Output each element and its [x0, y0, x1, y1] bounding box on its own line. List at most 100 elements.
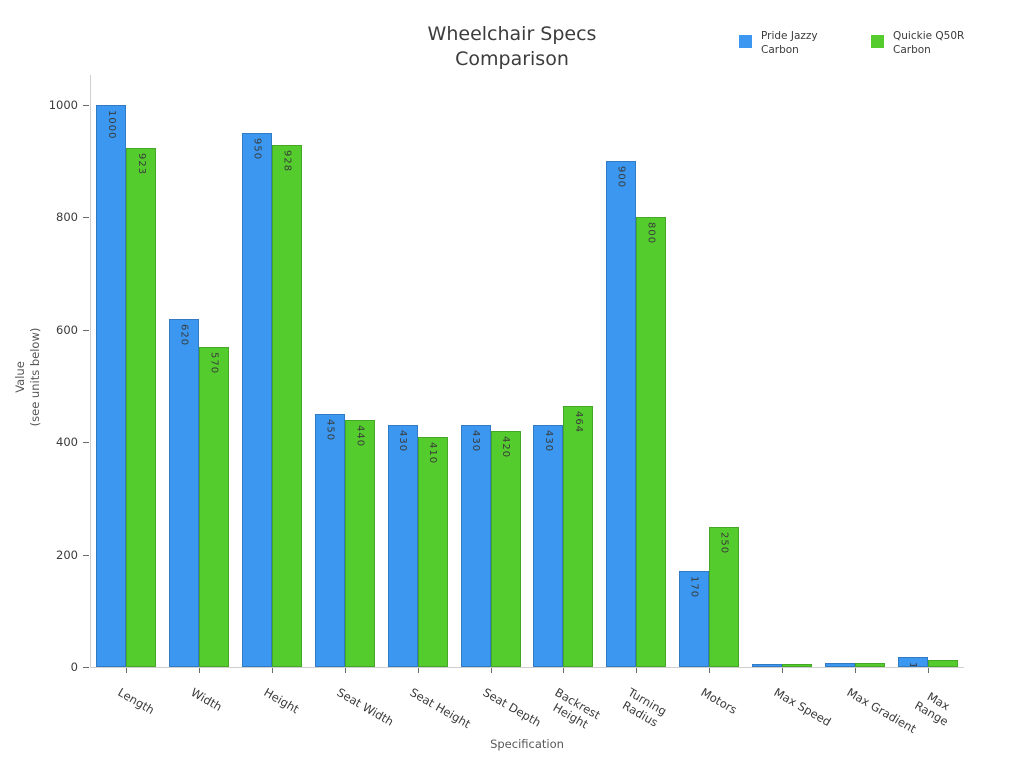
- y-tick-label: 0: [70, 660, 78, 674]
- bar: 6: [751, 663, 782, 667]
- y-tick-mark: [83, 667, 89, 668]
- x-tick-label: Max Speed: [771, 685, 834, 730]
- y-tick-mark: [83, 554, 89, 556]
- bar: 18: [897, 656, 928, 667]
- x-tick-label: Turning Radius: [620, 685, 670, 730]
- bar: 928: [272, 145, 303, 667]
- bar-group: 430 420: [454, 75, 527, 667]
- x-tick-mark: [927, 668, 929, 673]
- bar-group: 88: [818, 75, 891, 667]
- bar: 170: [679, 571, 710, 667]
- x-tick-mark: [636, 668, 638, 673]
- chart-title-line2: Comparison: [455, 48, 569, 70]
- y-tick-label: 600: [56, 322, 78, 337]
- bar: 8: [824, 662, 855, 667]
- legend-item: Pride Jazzy Carbon: [739, 30, 818, 57]
- bar-value-label: 900: [615, 166, 627, 189]
- y-tick-mark: [83, 329, 89, 331]
- legend-item-label: Pride Jazzy Carbon: [761, 30, 818, 56]
- x-tick-mark: [344, 668, 346, 673]
- bar: 440: [344, 419, 375, 667]
- bar-value-label: 430: [542, 430, 554, 453]
- bar-group: 170 250: [673, 75, 746, 667]
- bar-value-label: 928: [281, 150, 293, 173]
- y-axis-title: Value (see units below): [13, 327, 42, 427]
- bar-group: 900 800: [600, 75, 673, 667]
- y-tick-mark: [83, 442, 89, 444]
- x-tick-label: Height: [261, 685, 302, 717]
- bar: 8: [854, 662, 885, 667]
- bar: 570: [199, 346, 230, 667]
- x-tick-mark: [272, 668, 274, 673]
- legend-item: Quickie Q50R Carbon: [871, 30, 964, 57]
- y-tick-mark: [83, 105, 89, 106]
- bar: 6: [781, 663, 812, 667]
- x-tick-label: Seat Depth: [480, 685, 544, 730]
- bar: 900: [606, 161, 637, 667]
- bar-value-label: 430: [470, 430, 482, 453]
- chart-title-line1: Wheelchair Specs: [427, 23, 597, 45]
- x-tick-mark: [490, 668, 492, 673]
- bar-value-label: 923: [135, 153, 147, 176]
- bar-value-label: 250: [718, 531, 730, 554]
- x-tick-label: Seat Height: [407, 685, 473, 732]
- bar-value-label: 464: [572, 411, 584, 434]
- bar-group: 620 570: [163, 75, 236, 667]
- x-tick-label: Backrest Height: [551, 685, 604, 731]
- bar-group: 430 464: [527, 75, 600, 667]
- bar-value-label: 12: [937, 665, 948, 666]
- bar-value-label: 950: [251, 138, 263, 161]
- bar-value-label: 170: [688, 576, 700, 599]
- y-tick-label: 400: [56, 435, 78, 450]
- legend-item-label: Quickie Q50R Carbon: [893, 30, 965, 56]
- bar-value-label: 450: [324, 419, 336, 442]
- bar: 250: [709, 526, 740, 667]
- x-tick-mark: [709, 668, 711, 673]
- bar-group: 430 410: [381, 75, 454, 667]
- bar-group: 950 928: [236, 75, 309, 667]
- y-tick-label: 800: [56, 210, 78, 225]
- bar-value-label: 440: [354, 424, 366, 447]
- x-axis-line: [90, 667, 964, 668]
- x-axis-title: Specification: [490, 737, 564, 751]
- bar: 450: [314, 414, 345, 667]
- x-tick-label: Width: [188, 685, 225, 714]
- legend-swatch-icon: [871, 35, 884, 48]
- y-tick-mark: [83, 217, 89, 219]
- legend-swatch-icon: [739, 35, 752, 48]
- bar: 430: [387, 425, 418, 667]
- bar: 800: [636, 217, 667, 667]
- bar: 420: [490, 430, 521, 667]
- bar-value-label: 420: [500, 435, 512, 459]
- bar-value-label: 430: [397, 430, 409, 453]
- bar-value-label: 1000: [105, 110, 117, 140]
- bar: 12: [927, 660, 958, 667]
- bar-value-label: 620: [178, 323, 190, 346]
- x-tick-mark: [854, 668, 856, 673]
- x-tick-mark: [781, 668, 783, 673]
- bar-group: 1812: [891, 75, 964, 667]
- x-tick-label: Max Gradient: [844, 685, 919, 737]
- y-tick-label: 200: [56, 547, 78, 562]
- x-tick-mark: [563, 668, 565, 673]
- bar: 950: [242, 133, 273, 667]
- bar-group: 66: [746, 75, 819, 667]
- bar-value-label: 800: [645, 222, 657, 245]
- bar-value-label: 410: [427, 441, 439, 464]
- x-tick-mark: [417, 668, 419, 673]
- bar: 1000: [96, 105, 127, 667]
- chart-title: Wheelchair Specs Comparison: [0, 22, 1024, 72]
- x-tick-mark: [126, 668, 128, 673]
- bar: 923: [126, 148, 157, 667]
- x-tick-label: Seat Width: [334, 685, 396, 729]
- bar-group: 450 440: [309, 75, 382, 667]
- x-tick-label: Length: [115, 685, 158, 718]
- bar: 430: [460, 425, 491, 667]
- bar: 430: [533, 425, 564, 667]
- bar: 410: [417, 436, 448, 667]
- plot-area: 0 200 400 600 800 1000 1000 923 Length 620 570 Widt…: [49, 75, 964, 736]
- bar-value-label: 18: [907, 662, 918, 666]
- bar: 620: [169, 318, 200, 667]
- bar: 464: [563, 406, 594, 667]
- bar-group: 1000 923: [90, 75, 163, 667]
